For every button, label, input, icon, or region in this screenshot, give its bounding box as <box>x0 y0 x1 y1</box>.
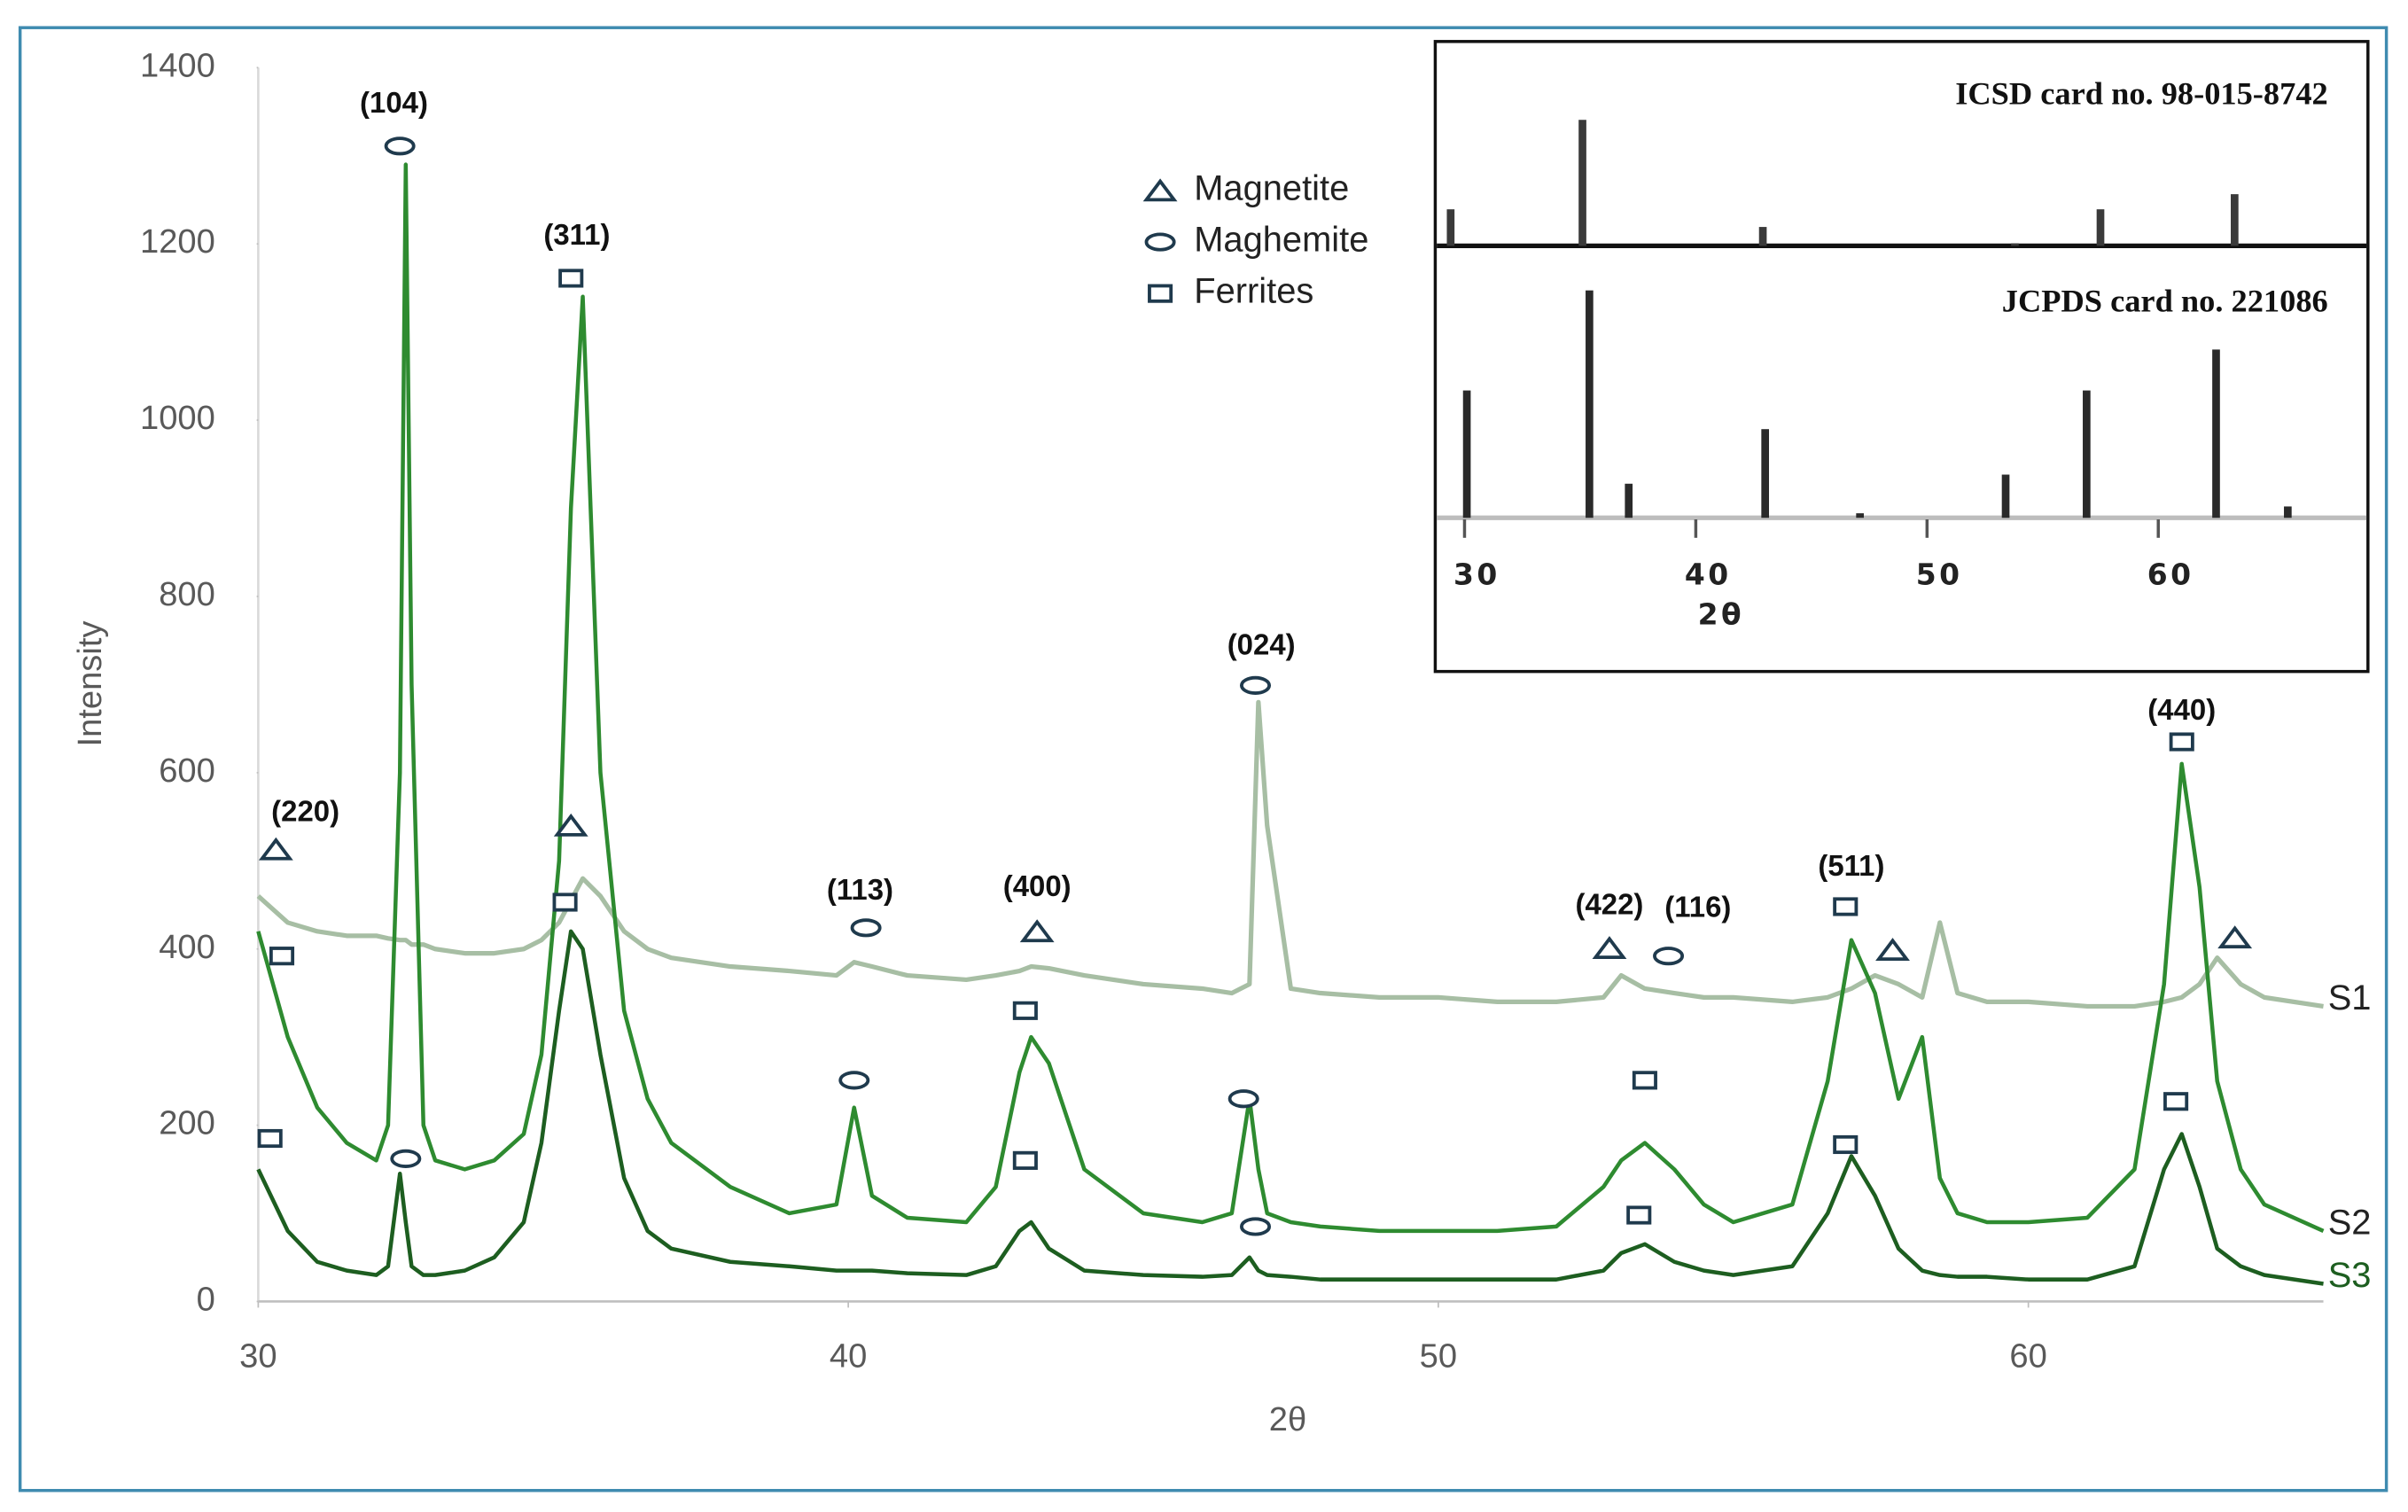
series-label: S1 <box>2328 978 2372 1017</box>
marker-square <box>257 1128 283 1149</box>
y-tick-label: 1200 <box>140 222 215 261</box>
reference-peak <box>1462 390 1471 518</box>
peak-label: (104) <box>360 86 428 119</box>
reference-peak <box>2284 506 2292 518</box>
reference-peak <box>1586 290 1594 518</box>
marker-ellipse <box>838 1071 870 1090</box>
marker-triangle <box>2217 925 2253 949</box>
reference-peak <box>1625 483 1633 518</box>
reference-peak <box>2083 390 2091 518</box>
marker-ellipse <box>390 1149 422 1168</box>
y-axis-title: Intensity <box>71 621 109 747</box>
x-tick-label: 50 <box>1420 1337 1457 1376</box>
reference-peak <box>1446 209 1455 246</box>
x-tick-label: 40 <box>830 1337 867 1376</box>
peak-label: (422) <box>1576 888 1644 921</box>
inset-frame <box>1433 40 2370 674</box>
y-tick-label: 600 <box>159 752 215 790</box>
reference-peak <box>2001 474 2010 518</box>
marker-square <box>269 947 295 966</box>
marker-triangle <box>553 813 588 837</box>
legend-symbol <box>1142 178 1178 202</box>
legend-label: Maghemite <box>1194 221 1368 260</box>
inset-card-title: ICSD card no. 98-015-8742 <box>1955 76 2328 112</box>
marker-square <box>1626 1205 1652 1225</box>
inset-x-title: 2θ <box>1698 597 1744 632</box>
reference-peak <box>2231 194 2239 246</box>
y-tick-label: 200 <box>159 1104 215 1142</box>
marker-ellipse <box>1240 675 1272 695</box>
marker-square <box>1833 1134 1859 1155</box>
reference-peak <box>1758 227 1767 246</box>
x-axis-title: 2θ <box>1269 1400 1306 1438</box>
marker-square <box>1012 1150 1038 1170</box>
y-tick-label: 1000 <box>140 399 215 437</box>
marker-ellipse <box>1227 1089 1259 1109</box>
x-tick-label: 60 <box>2009 1337 2046 1376</box>
marker-square <box>2169 732 2194 752</box>
peak-label: (024) <box>1227 627 1296 660</box>
x-tick-label: 30 <box>239 1337 277 1376</box>
inset-x-tick-label: 30 <box>1453 557 1500 592</box>
marker-ellipse <box>384 136 416 156</box>
series-line <box>256 699 2324 1009</box>
legend-label: Magnetite <box>1194 169 1349 208</box>
y-tick-label: 800 <box>159 575 215 613</box>
y-tick-label: 0 <box>197 1281 215 1319</box>
marker-triangle <box>258 837 293 861</box>
legend-label: Ferrites <box>1194 272 1313 311</box>
reference-peak <box>2011 243 2019 246</box>
legend-symbol <box>1148 284 1173 303</box>
marker-ellipse <box>850 918 882 938</box>
y-tick-label: 400 <box>159 928 215 966</box>
peak-label: (440) <box>2147 693 2216 726</box>
series-label: S2 <box>2328 1204 2372 1243</box>
series-line <box>256 162 2325 1234</box>
marker-square <box>1632 1071 1657 1090</box>
peak-label: (400) <box>1003 869 1072 902</box>
marker-square <box>2163 1092 2189 1111</box>
inset-x-tick-label: 50 <box>1916 557 1963 592</box>
marker-triangle <box>1592 936 1627 960</box>
y-tick-label: 1400 <box>140 46 215 84</box>
legend-symbol <box>1144 232 1176 252</box>
inset-x-tick-label: 60 <box>2147 557 2194 592</box>
marker-square <box>552 892 578 912</box>
reference-peak <box>1578 120 1586 246</box>
marker-triangle <box>1875 938 1910 962</box>
reference-peak <box>1856 513 1864 518</box>
marker-ellipse <box>1240 1217 1272 1236</box>
reference-peak <box>2096 209 2105 246</box>
peak-label: (116) <box>1664 891 1731 924</box>
peak-label: (311) <box>543 218 610 251</box>
marker-square <box>1012 1001 1038 1020</box>
marker-ellipse <box>1653 947 1685 966</box>
peak-label: (511) <box>1818 849 1884 882</box>
inset-x-tick-label: 40 <box>1685 557 1732 592</box>
series-line <box>256 929 2324 1286</box>
peak-label: (220) <box>271 794 339 827</box>
reference-peak <box>1761 429 1770 518</box>
reference-peak <box>2212 349 2220 518</box>
peak-label: (113) <box>827 873 893 906</box>
inset-card-title: JCPDS card no. 221086 <box>2002 284 2328 319</box>
marker-square <box>1833 897 1859 916</box>
marker-square <box>558 269 584 288</box>
marker-triangle <box>1019 919 1055 943</box>
series-label: S3 <box>2328 1256 2372 1295</box>
